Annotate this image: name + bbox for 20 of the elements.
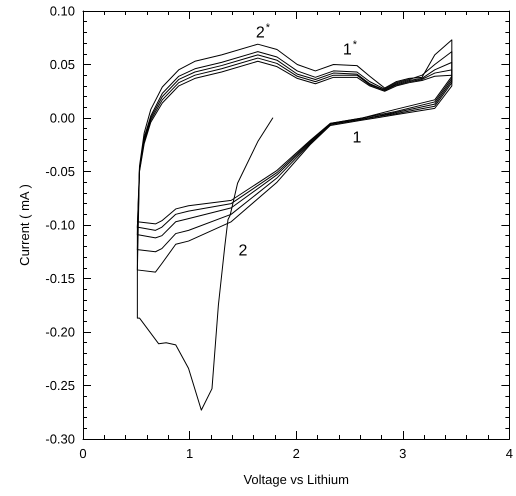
annotation: 2*	[256, 22, 271, 42]
y-tick-label: 0.05	[50, 57, 75, 72]
annotation: 2	[238, 242, 248, 260]
x-tick-label: 0	[79, 446, 87, 461]
y-tick-label: -0.15	[45, 271, 75, 286]
x-tick-label: 4	[506, 446, 513, 461]
x-tick-label: 1	[186, 446, 194, 461]
y-tick-label: -0.10	[45, 218, 75, 232]
y-tick-label: 0.00	[50, 110, 75, 126]
y-tick-label: -0.25	[45, 378, 75, 393]
annotation: 1	[352, 130, 362, 146]
y-tick-label: -0.05	[45, 164, 75, 179]
y-axis-title: Current ( mA )	[17, 184, 32, 266]
y-tick-label: -0.30	[45, 432, 75, 446]
x-tick-label: 2	[292, 446, 300, 461]
annotation: 1*	[342, 39, 358, 58]
x-axis-title: Voltage vs Lithium	[243, 472, 349, 487]
y-tick-label: -0.20	[45, 324, 75, 340]
y-tick-label: 0.10	[50, 4, 75, 18]
x-tick-label: 3	[399, 446, 406, 461]
